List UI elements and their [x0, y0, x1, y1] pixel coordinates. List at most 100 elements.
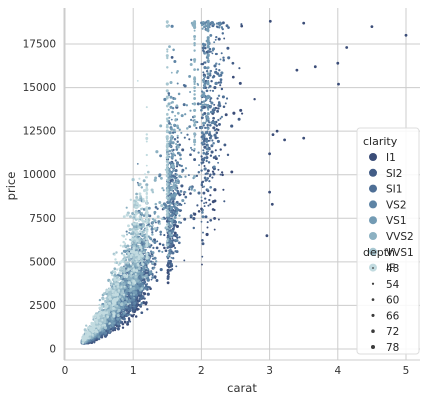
data-point	[137, 212, 140, 215]
data-point	[129, 305, 132, 308]
data-point	[111, 309, 113, 311]
data-point	[192, 217, 196, 221]
data-point	[201, 103, 205, 107]
data-point	[123, 320, 127, 324]
data-point	[193, 68, 196, 71]
data-point	[141, 284, 145, 288]
data-point	[101, 297, 105, 301]
data-point	[198, 164, 201, 167]
data-point	[142, 224, 146, 228]
data-point	[171, 237, 174, 240]
data-point	[213, 41, 216, 44]
data-point	[173, 131, 177, 134]
data-point	[214, 81, 218, 86]
data-point	[208, 147, 211, 151]
data-point	[193, 97, 197, 100]
data-point	[153, 178, 157, 182]
data-point	[202, 231, 204, 234]
data-point	[221, 95, 225, 99]
data-point	[141, 295, 145, 298]
data-point	[168, 94, 170, 97]
data-point	[97, 335, 101, 339]
data-point	[212, 172, 216, 176]
data-point	[108, 330, 111, 333]
data-point	[206, 94, 210, 98]
data-point	[219, 23, 223, 26]
data-point	[134, 275, 138, 279]
data-point	[200, 131, 204, 135]
data-point	[193, 174, 197, 178]
data-point	[136, 297, 139, 300]
data-point	[206, 72, 210, 76]
data-point	[216, 97, 219, 100]
data-point	[161, 243, 165, 247]
data-point	[127, 285, 130, 289]
data-point	[142, 251, 145, 254]
data-point	[169, 105, 173, 109]
data-point	[163, 97, 167, 102]
data-point	[132, 242, 136, 247]
data-point	[140, 211, 143, 215]
data-point	[193, 44, 196, 47]
data-point	[200, 105, 203, 108]
data-point	[176, 111, 180, 115]
data-point	[165, 54, 169, 58]
data-point	[138, 239, 141, 242]
data-point	[137, 270, 140, 274]
data-point	[143, 292, 147, 296]
data-point	[137, 276, 140, 279]
data-point	[211, 52, 214, 55]
data-point	[116, 317, 120, 321]
data-point	[129, 215, 132, 219]
data-point	[211, 89, 215, 92]
data-point	[206, 127, 210, 131]
data-point	[196, 68, 200, 71]
data-point	[158, 242, 162, 246]
data-point	[176, 140, 179, 144]
data-point	[134, 278, 138, 282]
data-point	[204, 137, 209, 141]
data-point	[156, 207, 159, 210]
data-point	[83, 328, 87, 332]
data-point	[136, 163, 139, 165]
data-point	[200, 162, 203, 165]
data-point	[193, 49, 196, 52]
data-point	[167, 199, 170, 202]
data-point	[220, 71, 224, 75]
data-point	[174, 180, 177, 183]
data-point	[178, 153, 182, 157]
data-point	[172, 234, 176, 237]
data-point	[168, 228, 171, 231]
data-point	[217, 101, 221, 104]
data-point	[170, 127, 173, 131]
data-point	[173, 176, 176, 179]
data-point	[200, 169, 203, 172]
data-point	[134, 315, 138, 318]
data-point	[193, 108, 197, 112]
data-point	[175, 239, 179, 242]
data-point	[190, 58, 193, 61]
data-point	[151, 190, 155, 194]
data-point	[125, 297, 128, 301]
data-point	[166, 112, 169, 116]
data-point	[151, 276, 155, 279]
data-point	[239, 108, 243, 112]
data-point	[175, 143, 178, 146]
data-point	[168, 155, 171, 158]
data-point	[214, 155, 217, 158]
data-point	[238, 81, 242, 85]
data-point	[153, 219, 157, 223]
data-point	[151, 231, 154, 234]
data-point	[122, 317, 126, 321]
data-point	[211, 49, 215, 52]
data-point	[131, 261, 134, 264]
data-point	[208, 131, 211, 134]
data-point	[161, 217, 164, 221]
data-point	[174, 246, 177, 250]
data-point	[110, 319, 114, 323]
data-point	[167, 108, 170, 111]
data-point	[209, 185, 213, 189]
data-point	[160, 204, 164, 208]
data-point	[170, 220, 174, 223]
data-point	[200, 141, 204, 145]
